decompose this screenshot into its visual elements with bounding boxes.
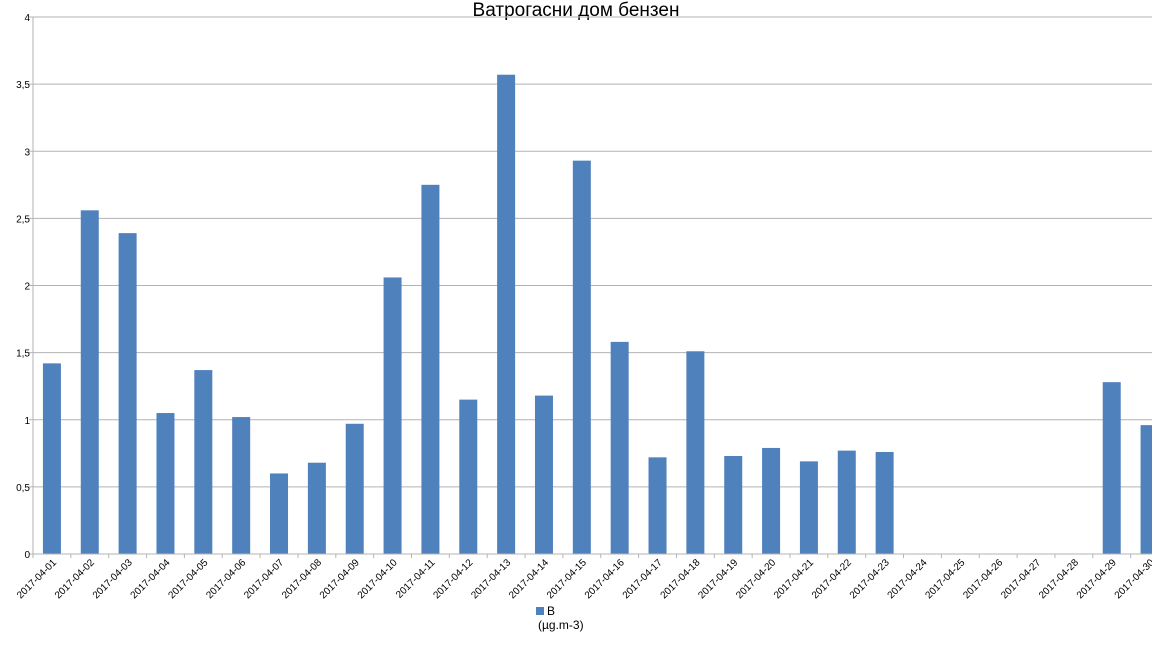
bar-2017-04-07 — [270, 473, 289, 554]
legend-unit: (µg.m-3) — [538, 618, 584, 632]
y-tick-label: 0,5 — [16, 483, 30, 494]
bar-2017-04-19 — [724, 455, 743, 554]
bar-2017-04-16 — [610, 341, 629, 554]
y-tick-label: 0 — [24, 550, 30, 561]
y-tick-label: 2 — [24, 282, 30, 293]
bar-2017-04-14 — [534, 395, 553, 554]
bar-2017-04-22 — [837, 450, 856, 554]
bars — [42, 74, 1152, 554]
bar-2017-04-05 — [194, 370, 213, 554]
legend-swatch — [536, 607, 544, 615]
bar-2017-04-13 — [497, 74, 516, 554]
bar-2017-04-02 — [80, 210, 99, 554]
bar-2017-04-12 — [459, 399, 478, 554]
x-axis: 2017-04-012017-04-022017-04-032017-04-04… — [15, 553, 1152, 601]
bar-2017-04-09 — [345, 423, 364, 554]
legend-series-name: B — [547, 604, 556, 618]
bar-2017-04-01 — [42, 363, 61, 554]
bar-2017-04-06 — [232, 417, 251, 554]
y-tick-label: 3,5 — [16, 80, 30, 91]
y-tick-label: 1 — [24, 416, 30, 427]
bar-2017-04-11 — [421, 184, 440, 554]
legend: B (µg.m-3) — [536, 604, 584, 632]
x-tick-label: 2017-04-30 — [1113, 557, 1152, 601]
bar-2017-04-17 — [648, 457, 667, 554]
bar-2017-04-23 — [875, 451, 894, 554]
x-tick-label: 2017-04-10 — [356, 557, 400, 601]
y-tick-label: 3 — [24, 147, 30, 158]
bar-2017-04-03 — [118, 233, 137, 554]
bar-2017-04-15 — [572, 160, 591, 554]
bar-2017-04-20 — [762, 447, 781, 554]
bar-2017-04-30 — [1140, 425, 1152, 554]
bar-2017-04-04 — [156, 413, 175, 554]
bar-2017-04-10 — [383, 277, 402, 554]
chart-title: Ватрогасни дом бензен — [472, 0, 680, 21]
bar-2017-04-18 — [686, 351, 705, 554]
bar-2017-04-21 — [799, 461, 818, 554]
bar-2017-04-29 — [1102, 382, 1121, 554]
bar-2017-04-08 — [307, 462, 326, 554]
y-axis: 0 0,5 1 1,5 2 2,5 3 3,5 4 — [16, 13, 34, 561]
y-tick-label: 4 — [24, 13, 30, 24]
y-tick-label: 1,5 — [16, 349, 30, 360]
y-tick-label: 2,5 — [16, 214, 30, 225]
